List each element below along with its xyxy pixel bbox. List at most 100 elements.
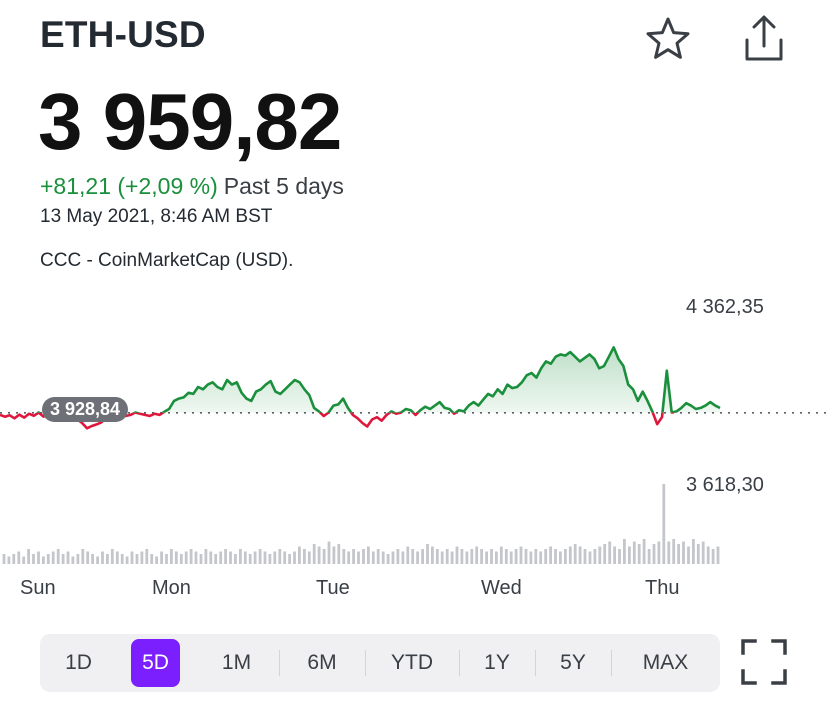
- change-period: Past 5 days: [223, 173, 344, 199]
- y-axis-low-label: 3 618,30: [686, 474, 764, 496]
- volume-bar: [37, 551, 40, 564]
- volume-bar: [32, 554, 35, 564]
- volume-bar: [573, 544, 577, 564]
- volume-bar: [140, 551, 144, 564]
- volume-bar: [682, 541, 685, 564]
- volume-bar: [628, 546, 631, 564]
- volume-bar: [293, 551, 296, 564]
- volume-bar: [647, 549, 651, 564]
- volume-bar: [657, 541, 661, 564]
- volume-bar: [514, 549, 518, 564]
- ticker-symbol: ETH-USD: [40, 14, 206, 55]
- volume-bar: [618, 549, 621, 564]
- volume-bar: [258, 549, 262, 564]
- volume-bar: [298, 546, 301, 564]
- volume-bar: [229, 551, 232, 564]
- volume-bar: [17, 551, 21, 564]
- volume-bar: [160, 551, 163, 564]
- watchlist-star-button[interactable]: [641, 11, 695, 65]
- range-1m-button[interactable]: 1M: [221, 651, 252, 674]
- volume-bar: [165, 554, 168, 564]
- volume-bar: [371, 551, 375, 564]
- volume-bar: [564, 549, 567, 564]
- volume-bar: [637, 544, 641, 564]
- volume-bar: [288, 554, 291, 564]
- volume-bar: [391, 551, 395, 564]
- share-button[interactable]: [737, 11, 791, 65]
- volume-bar: [696, 544, 700, 564]
- volume-bar: [283, 551, 287, 564]
- volume-bar: [692, 539, 695, 564]
- volume-bar: [22, 556, 26, 564]
- volume-bar: [253, 551, 257, 564]
- volume-bar: [56, 549, 60, 564]
- volume-bar: [174, 551, 178, 564]
- volume-bar: [115, 551, 119, 564]
- volume-bar: [687, 546, 690, 564]
- range-5d-button[interactable]: 5D: [117, 634, 194, 692]
- range-1d-button[interactable]: 1D: [65, 651, 92, 674]
- volume-bar: [376, 549, 380, 564]
- volume-bar: [179, 554, 183, 564]
- volume-bar: [706, 546, 710, 564]
- previous-close-badge: 3 928,84: [42, 397, 129, 422]
- volume-bar: [490, 549, 493, 564]
- volume-bar: [642, 539, 646, 564]
- volume-bar: [307, 551, 311, 564]
- volume-bar: [248, 554, 252, 564]
- volume-bar: [12, 554, 16, 564]
- volume-bar: [46, 554, 50, 564]
- range-5y-button[interactable]: 5Y: [535, 634, 611, 692]
- volume-bar: [524, 549, 528, 564]
- volume-bar: [303, 549, 306, 564]
- fullscreen-button[interactable]: [740, 638, 788, 686]
- volume-bar: [406, 546, 410, 564]
- volume-bar: [450, 551, 454, 564]
- volume-bar: [327, 541, 331, 564]
- volume-bar: [667, 541, 671, 564]
- price-line-down: [0, 412, 677, 430]
- volume-bar: [268, 554, 272, 564]
- x-axis-label: Mon: [152, 577, 191, 599]
- fullscreen-icon: [741, 639, 787, 685]
- volume-bar: [499, 546, 503, 564]
- price-change: +81,21 (+2,09 %): [40, 173, 218, 199]
- volume-bar: [559, 551, 562, 564]
- volume-bar: [7, 556, 11, 564]
- volume-bar: [386, 554, 390, 564]
- volume-bar: [243, 551, 247, 564]
- volume-bar: [613, 546, 616, 564]
- volume-bar: [509, 551, 513, 564]
- volume-bar: [485, 551, 488, 564]
- volume-bar: [578, 546, 582, 564]
- volume-bar: [583, 549, 587, 564]
- range-6m-button[interactable]: 6M: [279, 634, 365, 692]
- volume-bar: [214, 554, 218, 564]
- volume-bar: [608, 541, 612, 564]
- volume-bar: [155, 556, 158, 564]
- volume-bar: [554, 549, 557, 564]
- volume-bar: [421, 549, 424, 564]
- range-ytd-button[interactable]: YTD: [365, 634, 459, 692]
- volume-bar: [588, 551, 592, 564]
- volume-bar: [623, 539, 626, 564]
- volume-bar: [662, 484, 666, 564]
- volume-bar: [470, 549, 474, 564]
- volume-bar: [273, 551, 277, 564]
- volume-bar: [263, 551, 267, 564]
- volume-bar: [396, 549, 400, 564]
- price-chart[interactable]: [0, 290, 828, 570]
- volume-bar: [440, 551, 444, 564]
- range-1y-button[interactable]: 1Y: [459, 634, 535, 692]
- volume-bar: [170, 549, 173, 564]
- volume-bar: [568, 546, 572, 564]
- share-icon: [745, 15, 783, 61]
- range-max-button[interactable]: MAX: [611, 634, 720, 692]
- volume-bar: [224, 549, 227, 564]
- volume-bar: [150, 554, 154, 564]
- volume-bar: [27, 549, 30, 564]
- quote-timestamp: 13 May 2021, 8:46 AM BST: [40, 206, 273, 227]
- current-price: 3 959,82: [38, 77, 342, 166]
- volume-bar: [672, 539, 676, 564]
- volume-bar: [81, 549, 85, 564]
